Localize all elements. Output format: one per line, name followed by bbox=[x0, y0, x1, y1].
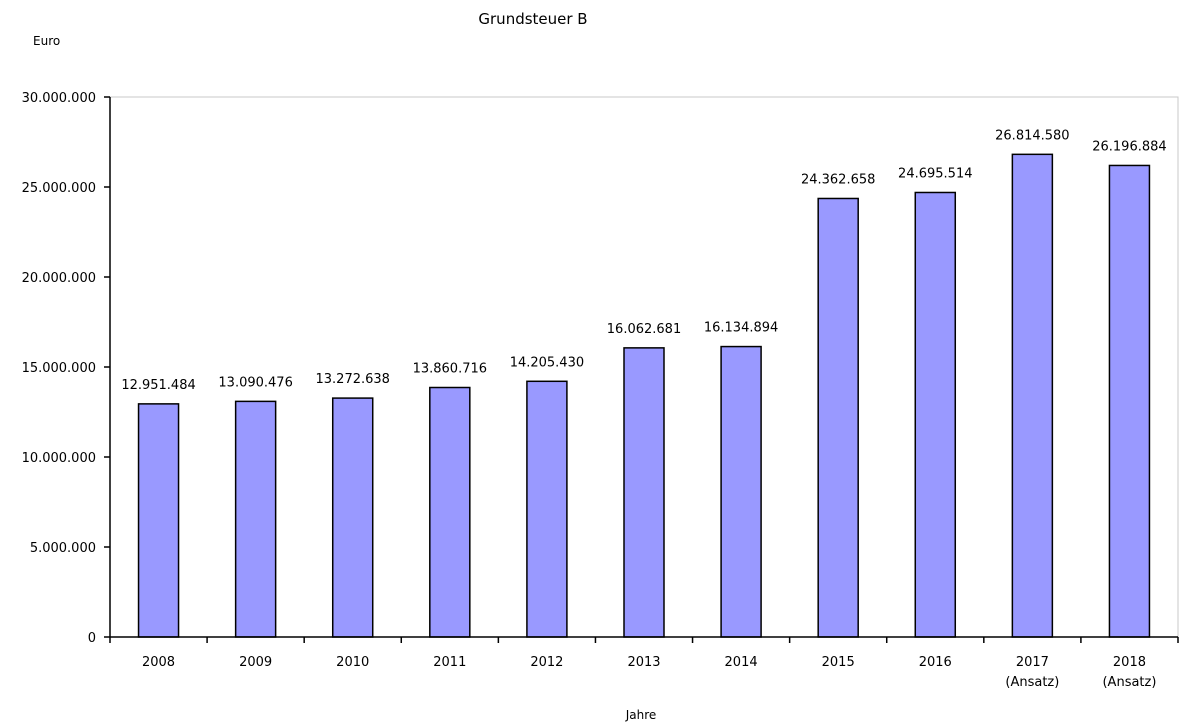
x-tick-label: 2016 bbox=[919, 655, 952, 670]
data-label: 16.134.894 bbox=[704, 321, 778, 336]
x-tick-label: 2010 bbox=[336, 655, 369, 670]
x-axis-label: Jahre bbox=[625, 708, 657, 722]
x-tick-label: 2013 bbox=[627, 655, 660, 670]
bar bbox=[526, 380, 568, 638]
data-label: 13.272.638 bbox=[316, 372, 390, 387]
data-label: 13.090.476 bbox=[218, 375, 292, 390]
chart-title: Grundsteuer B bbox=[478, 10, 587, 28]
bar bbox=[331, 397, 374, 638]
data-label: 16.062.681 bbox=[607, 322, 681, 337]
data-label: 13.860.716 bbox=[413, 362, 487, 377]
x-tick-label: 2018 (Ansatz) bbox=[1102, 655, 1156, 690]
bar bbox=[623, 347, 665, 638]
data-label: 24.362.658 bbox=[801, 172, 875, 187]
data-label: 14.205.430 bbox=[510, 355, 584, 370]
bar bbox=[429, 386, 471, 638]
x-tick-label: 2014 bbox=[725, 655, 758, 670]
y-axis-label: Euro bbox=[33, 34, 60, 48]
y-tick-label: 25.000.000 bbox=[22, 181, 96, 196]
bar bbox=[720, 345, 762, 638]
y-tick-label: 0 bbox=[88, 631, 96, 646]
y-tick-label: 20.000.000 bbox=[22, 271, 96, 286]
bar bbox=[137, 403, 180, 638]
x-tick-label: 2009 bbox=[239, 655, 272, 670]
x-tick-label: 2017 (Ansatz) bbox=[1005, 655, 1059, 690]
plot-area: 0 5.000.000 10.000.000 15.000.000 20.000.000… bbox=[22, 91, 1179, 690]
x-tick-label: 2012 bbox=[530, 655, 563, 670]
data-label: 26.814.580 bbox=[995, 128, 1069, 143]
data-label: 26.196.884 bbox=[1092, 139, 1166, 154]
bar bbox=[1011, 153, 1054, 638]
y-tick-label: 30.000.000 bbox=[22, 91, 96, 106]
bar bbox=[1108, 164, 1151, 638]
data-label: 12.951.484 bbox=[121, 378, 195, 393]
bar bbox=[817, 197, 859, 638]
y-tick-label: 5.000.000 bbox=[30, 541, 96, 556]
x-tick-label: 2011 bbox=[433, 655, 466, 670]
bar bbox=[234, 400, 277, 638]
data-label: 24.695.514 bbox=[898, 166, 972, 181]
x-tick-label: 2015 bbox=[822, 655, 855, 670]
y-tick-label: 15.000.000 bbox=[22, 361, 96, 376]
x-tick-label: 2008 bbox=[142, 655, 175, 670]
bar bbox=[914, 191, 957, 638]
y-tick-label: 10.000.000 bbox=[22, 451, 96, 466]
